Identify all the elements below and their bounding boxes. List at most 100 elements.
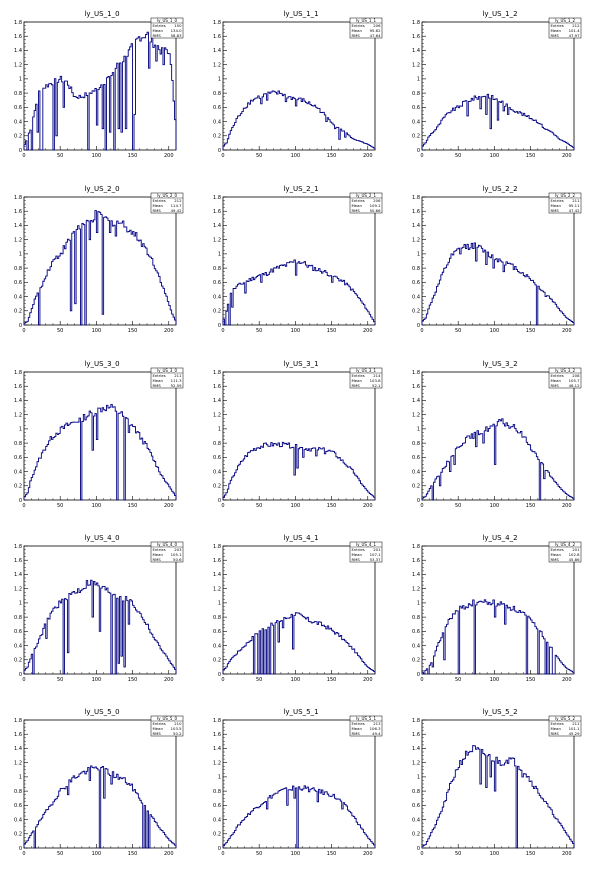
- stats-label: Mean: [551, 28, 562, 33]
- stats-value: 95.11: [569, 203, 580, 208]
- y-tick-label: 1.8: [14, 544, 22, 550]
- y-tick-label: 1: [19, 77, 22, 83]
- histogram-panel: ly_US_2_1 0 0.2 0.4 0.6 0.8 1 1.2 1.4 1.6 1.8 0 50 10…: [213, 185, 383, 334]
- stats-label: Entries: [352, 547, 365, 552]
- stats-value: 214: [373, 373, 381, 378]
- stats-box-name: ly_US_4_0: [157, 542, 177, 547]
- x-tick-label: 150: [526, 328, 536, 334]
- y-tick-label: 0.4: [213, 817, 221, 823]
- y-tick-label: 1.4: [412, 572, 420, 578]
- y-tick-label: 0.8: [412, 615, 420, 621]
- y-tick-label: 0.6: [213, 455, 221, 461]
- y-tick-label: 1.2: [213, 62, 221, 68]
- y-tick-label: 1.6: [14, 732, 22, 738]
- histogram-title: ly_US_5_2: [482, 708, 517, 716]
- x-tick-label: 0: [221, 677, 224, 683]
- y-tick-label: 0: [417, 323, 420, 329]
- histogram-title: ly_US_5_0: [84, 708, 119, 716]
- y-tick-label: 0.4: [213, 119, 221, 125]
- stats-value: 47.42: [569, 208, 580, 213]
- histogram-line: [23, 579, 177, 675]
- stats-box-name: ly_US_3_2: [555, 368, 575, 373]
- x-tick-label: 50: [57, 677, 63, 683]
- stats-label: Mean: [153, 552, 164, 557]
- y-tick-label: 0: [19, 846, 22, 852]
- x-tick-label: 200: [562, 851, 572, 857]
- x-tick-label: 50: [57, 153, 63, 159]
- x-tick-label: 50: [256, 677, 262, 683]
- x-tick-label: 150: [526, 503, 536, 509]
- histogram-panel: ly_US_4_2 0 0.2 0.4 0.6 0.8 1 1.2 1.4 1.6 1.8 0 50 10…: [412, 534, 582, 683]
- stats-label: Entries: [551, 198, 564, 203]
- x-tick-label: 50: [256, 153, 262, 159]
- x-tick-label: 0: [22, 851, 25, 857]
- stats-label: Mean: [551, 203, 562, 208]
- y-tick-label: 0: [19, 498, 22, 504]
- x-tick-label: 100: [92, 153, 102, 159]
- stats-value: 47.97: [569, 33, 580, 38]
- y-tick-label: 1.4: [14, 223, 22, 229]
- stats-value: 105.7: [569, 378, 580, 383]
- x-tick-label: 100: [92, 503, 102, 509]
- x-tick-label: 100: [490, 328, 500, 334]
- y-tick-label: 1.6: [213, 384, 221, 390]
- stats-label: RMS: [352, 731, 361, 736]
- histogram-line: [222, 612, 376, 675]
- y-tick-label: 0: [19, 672, 22, 678]
- stats-label: Mean: [153, 726, 164, 731]
- stats-value: 49.42: [171, 208, 182, 213]
- x-tick-label: 50: [455, 153, 461, 159]
- y-tick-label: 0.8: [14, 266, 22, 272]
- y-tick-label: 1.2: [412, 62, 420, 68]
- histogram-panel: ly_US_1_2 0 0.2 0.4 0.6 0.8 1 1.2 1.4 1.6 1.8 0 50 10…: [412, 10, 582, 159]
- y-tick-label: 0.8: [213, 615, 221, 621]
- stats-label: Mean: [352, 378, 363, 383]
- stats-label: RMS: [153, 208, 162, 213]
- stats-label: Entries: [551, 373, 564, 378]
- x-tick-label: 0: [420, 503, 423, 509]
- x-tick-label: 0: [22, 153, 25, 159]
- x-tick-label: 100: [490, 677, 500, 683]
- y-tick-label: 1.6: [14, 384, 22, 390]
- y-tick-label: 1.2: [14, 412, 22, 418]
- y-tick-label: 0.2: [412, 484, 420, 490]
- y-tick-label: 0.6: [412, 455, 420, 461]
- stats-value: 208: [572, 373, 580, 378]
- histogram-title: ly_US_4_2: [482, 534, 517, 542]
- x-tick-label: 200: [363, 503, 373, 509]
- stats-value: 103.8: [370, 378, 381, 383]
- y-tick-label: 0.4: [213, 643, 221, 649]
- y-tick-label: 0.6: [412, 803, 420, 809]
- y-tick-label: 1.6: [412, 558, 420, 564]
- stats-label: RMS: [153, 731, 162, 736]
- histogram-panel: ly_US_1_0 0 0.2 0.4 0.6 0.8 1 1.2 1.4 1.6 1.8 0 50 10…: [14, 10, 184, 159]
- x-tick-label: 200: [562, 503, 572, 509]
- y-tick-label: 0.2: [14, 658, 22, 664]
- y-tick-label: 1.6: [213, 34, 221, 40]
- y-tick-label: 1: [19, 427, 22, 433]
- x-tick-label: 150: [128, 153, 138, 159]
- stats-label: RMS: [153, 33, 162, 38]
- y-tick-label: 1.6: [412, 34, 420, 40]
- y-tick-label: 1: [417, 77, 420, 83]
- y-tick-label: 0.6: [213, 629, 221, 635]
- y-tick-label: 1.4: [14, 48, 22, 54]
- stats-box-name: ly_US_4_1: [356, 542, 376, 547]
- y-tick-label: 0.2: [213, 484, 221, 490]
- y-tick-label: 0.4: [213, 469, 221, 475]
- y-tick-label: 1.8: [14, 370, 22, 376]
- stats-box-name: ly_US_1_2: [555, 18, 575, 23]
- x-tick-label: 200: [164, 503, 174, 509]
- stats-label: Entries: [551, 23, 564, 28]
- x-tick-label: 100: [490, 153, 500, 159]
- y-tick-label: 1: [19, 601, 22, 607]
- x-tick-label: 50: [57, 503, 63, 509]
- histogram-title: ly_US_2_0: [84, 185, 119, 193]
- x-tick-label: 0: [420, 153, 423, 159]
- y-tick-label: 0.4: [412, 643, 420, 649]
